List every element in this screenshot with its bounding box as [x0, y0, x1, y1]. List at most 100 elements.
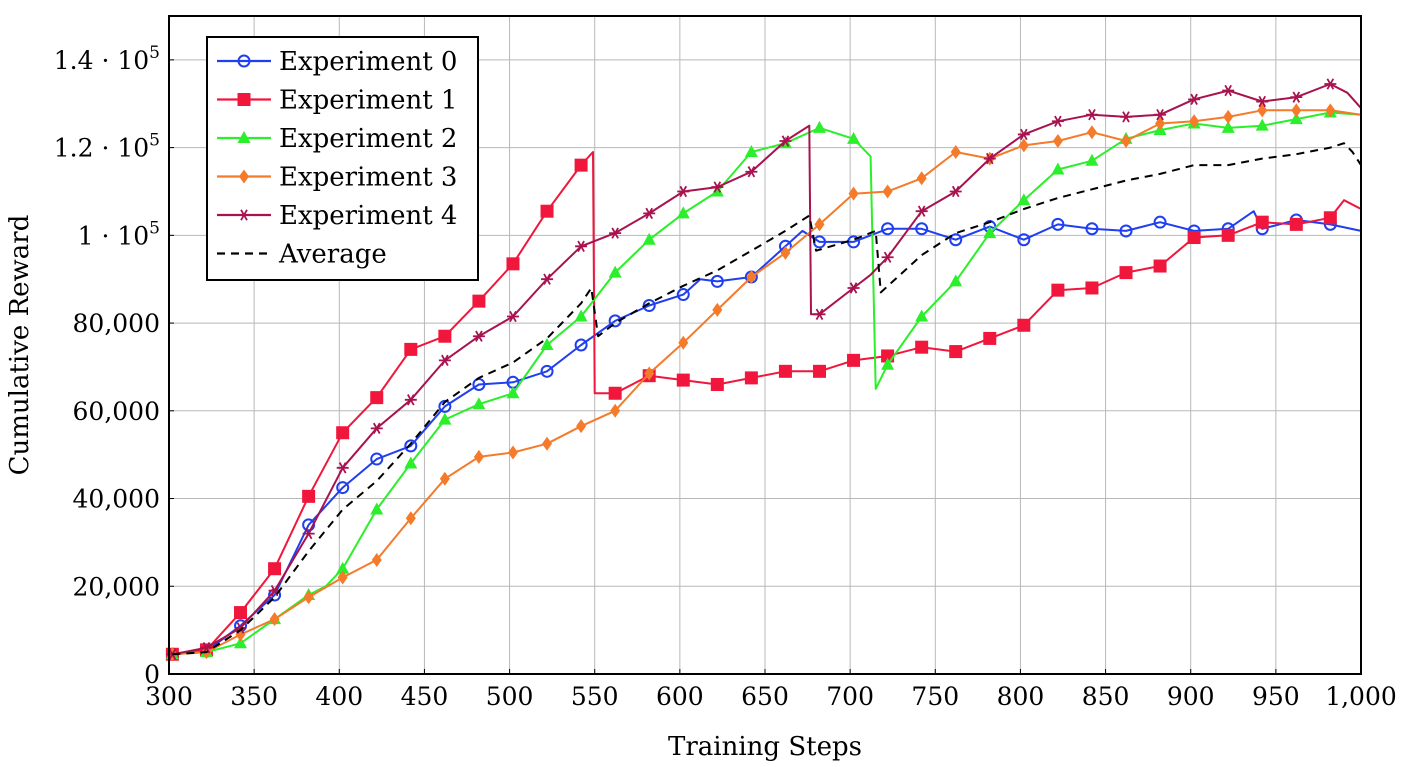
legend-entry: Experiment 0: [217, 47, 457, 77]
series-experiment-4: [166, 78, 1362, 660]
data-point: [336, 481, 350, 495]
data-point: [575, 240, 588, 252]
data-point: [881, 222, 895, 236]
data-point: [404, 342, 418, 356]
data-point: [642, 232, 656, 245]
series-line: [172, 83, 1362, 656]
data-point: [1291, 103, 1302, 118]
x-axis-ticks: 300 350 400 450 500 550 600 650 700 750 800 850 900 9…: [145, 669, 1397, 711]
y-tick-label: 1 · 105: [78, 218, 160, 250]
data-point: [1119, 224, 1133, 238]
data-point: [710, 274, 724, 288]
data-point: [370, 452, 384, 466]
data-point: [1187, 231, 1201, 245]
data-point: [507, 445, 518, 460]
legend-entry: Experiment 1: [217, 86, 457, 116]
data-point: [1051, 115, 1064, 127]
x-tick-label: 500: [486, 682, 534, 711]
data-point: [540, 338, 554, 350]
data-point: [1289, 217, 1303, 231]
data-point: [234, 636, 248, 649]
data-point: [610, 403, 621, 418]
x-tick-label: 1,000: [1325, 682, 1397, 711]
data-point: [1221, 120, 1235, 133]
data-point: [746, 270, 757, 285]
x-tick-label: 400: [315, 682, 363, 711]
data-point: [949, 185, 962, 198]
data-point: [472, 294, 486, 308]
data-point: [949, 345, 963, 359]
legend-label: Experiment 3: [279, 163, 457, 193]
data-point: [1052, 134, 1063, 149]
legend-marker: [237, 131, 251, 143]
data-point: [473, 449, 484, 464]
data-point: [915, 309, 929, 322]
data-point: [1223, 109, 1234, 124]
data-point: [439, 471, 450, 486]
data-point: [916, 171, 927, 186]
data-point: [370, 502, 384, 515]
data-point: [847, 282, 860, 294]
data-point: [1154, 109, 1167, 121]
data-point: [438, 354, 451, 367]
data-point: [303, 590, 314, 605]
data-point: [336, 462, 349, 474]
data-point: [711, 181, 724, 193]
data-point: [269, 612, 280, 627]
data-point: [405, 511, 416, 526]
data-point: [1323, 211, 1337, 225]
x-tick-label: 650: [741, 682, 789, 711]
data-point: [949, 274, 963, 287]
data-point: [506, 257, 520, 271]
x-tick-label: 750: [911, 682, 959, 711]
data-point: [542, 436, 553, 451]
data-point: [574, 158, 588, 172]
x-tick-label: 600: [656, 682, 704, 711]
data-point: [1017, 318, 1031, 332]
legend-entry: Average: [217, 240, 387, 270]
x-tick-label: 450: [401, 682, 449, 711]
data-point: [813, 308, 826, 320]
data-point: [710, 184, 724, 197]
data-point: [370, 391, 384, 405]
data-point: [678, 335, 689, 350]
legend-marker: [239, 169, 249, 184]
y-tick-label: 1.4 · 105: [54, 43, 160, 75]
x-tick-label: 850: [1082, 682, 1130, 711]
data-point: [1188, 93, 1201, 106]
data-point: [234, 606, 248, 620]
data-point: [540, 364, 554, 378]
data-point: [1017, 128, 1030, 141]
legend: Experiment 0 Experiment 1 Experiment 2 Expe…: [206, 36, 479, 281]
data-point: [779, 135, 792, 147]
data-point: [1255, 118, 1269, 131]
data-point: [643, 207, 656, 220]
y-tick-label: 20,000: [73, 572, 160, 601]
data-point: [1290, 91, 1303, 103]
data-point: [710, 377, 724, 391]
data-point: [1222, 84, 1235, 97]
x-tick-label: 550: [571, 682, 619, 711]
data-point: [1086, 125, 1097, 140]
legend-marker: [238, 209, 250, 221]
series-line: [172, 142, 1362, 656]
x-axis-label: Training Steps: [668, 732, 862, 762]
data-point: [1325, 103, 1336, 118]
x-tick-label: 700: [826, 682, 874, 711]
y-tick-label: 0: [144, 660, 160, 689]
data-point: [812, 364, 826, 378]
data-point: [915, 205, 928, 217]
data-point: [404, 394, 417, 406]
data-point: [302, 489, 316, 503]
data-point: [541, 273, 554, 285]
data-point: [745, 166, 758, 178]
data-point: [1153, 215, 1167, 229]
data-point: [336, 561, 350, 574]
data-point: [1189, 114, 1200, 129]
data-point: [1051, 217, 1065, 231]
x-tick-label: 300: [145, 682, 193, 711]
series-line: [172, 109, 1362, 656]
data-point: [983, 331, 997, 345]
data-point: [1085, 281, 1099, 295]
data-point: [268, 562, 282, 576]
